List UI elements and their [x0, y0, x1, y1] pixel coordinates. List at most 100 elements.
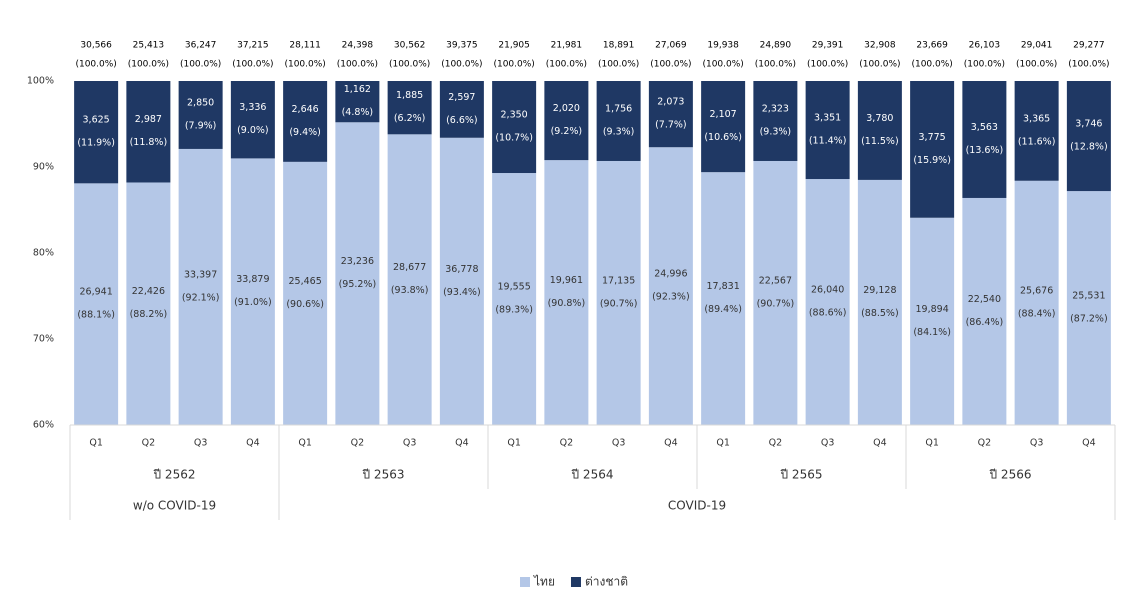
year-label: ปี 2566	[989, 468, 1032, 482]
bar-segment	[74, 81, 119, 184]
bar-segment	[492, 81, 537, 174]
value-label: (9.3%)	[760, 126, 792, 137]
bar-segment	[230, 158, 275, 425]
count-label: 19,555	[498, 282, 531, 293]
group-label: COVID-19	[668, 499, 726, 513]
count-label: 19,961	[550, 275, 583, 286]
count-label: 29,128	[863, 285, 896, 296]
count-label: 1,756	[605, 103, 632, 114]
total-pct-label: (100.0%)	[650, 60, 691, 70]
bar-segment	[857, 179, 902, 425]
bar-segment	[805, 81, 850, 180]
value-label: (87.2%)	[1070, 314, 1108, 325]
count-label: 2,323	[762, 103, 789, 114]
year-label: ปี 2564	[571, 468, 614, 482]
value-label: (93.4%)	[443, 287, 481, 298]
count-label: 3,336	[239, 102, 266, 113]
value-label: (7.9%)	[185, 120, 217, 131]
total-label: 27,069	[655, 41, 687, 51]
total-label: 24,890	[760, 41, 792, 51]
count-label: 28,677	[393, 262, 426, 273]
bar-segment	[857, 81, 902, 180]
year-label: ปี 2563	[362, 468, 405, 482]
x-tick-label: Q4	[455, 438, 469, 449]
count-label: 25,531	[1072, 291, 1105, 302]
total-pct-label: (100.0%)	[441, 60, 482, 70]
x-tick-label: Q4	[664, 438, 678, 449]
value-label: (88.6%)	[809, 308, 847, 319]
value-label: (9.0%)	[237, 125, 269, 136]
count-label: 2,987	[135, 114, 162, 125]
count-label: 2,350	[501, 110, 528, 121]
value-label: (9.4%)	[289, 127, 321, 138]
count-label: 23,236	[341, 256, 374, 267]
total-pct-label: (100.0%)	[911, 60, 952, 70]
bar-segment	[335, 81, 380, 123]
total-label: 29,277	[1073, 41, 1105, 51]
bar-segment	[910, 81, 955, 218]
count-label: 22,567	[759, 275, 792, 286]
bar-segment	[1066, 191, 1111, 425]
total-label: 26,103	[969, 41, 1001, 51]
total-pct-label: (100.0%)	[284, 60, 325, 70]
value-label: (93.8%)	[391, 285, 429, 296]
value-label: (13.6%)	[966, 145, 1004, 156]
total-label: 29,041	[1021, 41, 1053, 51]
bar-segment	[439, 137, 484, 425]
bar-segment	[439, 81, 484, 138]
value-label: (10.6%)	[704, 132, 742, 143]
bar-segment	[387, 81, 432, 135]
y-tick-label: 80%	[33, 248, 54, 259]
count-label: 2,073	[657, 97, 684, 108]
bar-segment	[701, 172, 746, 425]
value-label: (95.2%)	[339, 279, 377, 290]
value-label: (90.7%)	[757, 298, 795, 309]
bar-segment	[230, 81, 275, 159]
bar-segment	[126, 81, 171, 183]
count-label: 17,831	[707, 281, 740, 292]
value-label: (9.3%)	[603, 126, 635, 137]
count-label: 26,941	[80, 287, 113, 298]
value-label: (7.7%)	[655, 120, 687, 131]
x-tick-label: Q3	[403, 438, 417, 449]
x-tick-label: Q3	[821, 438, 835, 449]
count-label: 3,775	[919, 132, 946, 143]
value-label: (88.5%)	[861, 308, 899, 319]
total-label: 21,981	[551, 41, 583, 51]
legend-swatch	[520, 577, 530, 587]
x-tick-label: Q2	[978, 438, 992, 449]
value-label: (12.8%)	[1070, 142, 1108, 153]
x-tick-label: Q4	[1082, 438, 1096, 449]
total-label: 21,905	[498, 41, 530, 51]
x-tick-label: Q1	[925, 438, 939, 449]
count-label: 36,778	[445, 264, 478, 275]
count-label: 22,426	[132, 286, 165, 297]
total-label: 32,908	[864, 41, 896, 51]
value-label: (88.1%)	[77, 310, 115, 321]
total-pct-label: (100.0%)	[180, 60, 221, 70]
bar-segment	[74, 183, 119, 425]
total-label: 24,398	[342, 41, 374, 51]
value-label: (6.2%)	[394, 113, 426, 124]
value-label: (11.6%)	[1018, 136, 1056, 147]
value-label: (86.4%)	[966, 317, 1004, 328]
total-pct-label: (100.0%)	[1068, 60, 1109, 70]
bar-segment	[596, 81, 641, 161]
value-label: (11.8%)	[130, 137, 168, 148]
x-tick-label: Q1	[507, 438, 521, 449]
x-tick-label: Q4	[246, 438, 260, 449]
bar-segment	[283, 161, 328, 425]
bar-segment	[701, 81, 746, 173]
total-pct-label: (100.0%)	[755, 60, 796, 70]
x-tick-label: Q2	[351, 438, 365, 449]
legend-label: ต่างชาติ	[585, 575, 628, 589]
value-label: (4.8%)	[342, 107, 374, 118]
count-label: 3,780	[866, 113, 893, 124]
bar-segment	[910, 217, 955, 425]
total-pct-label: (100.0%)	[75, 60, 116, 70]
total-label: 23,669	[916, 41, 948, 51]
x-tick-label: Q3	[612, 438, 626, 449]
bar-segment	[126, 182, 171, 425]
value-label: (92.3%)	[652, 292, 690, 303]
